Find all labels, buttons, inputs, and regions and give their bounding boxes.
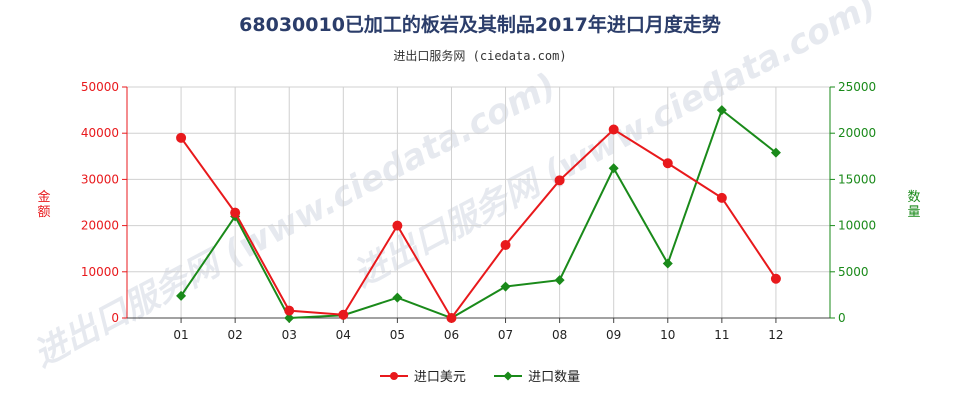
data-point-quantity bbox=[662, 258, 673, 269]
data-point-quantity bbox=[770, 147, 781, 158]
data-point-amount bbox=[284, 305, 295, 316]
left-axis-label: 金额 bbox=[37, 190, 51, 220]
series-line-quantity bbox=[180, 108, 777, 320]
right-tick-label: 25000 bbox=[838, 80, 876, 94]
left-tick-label: 30000 bbox=[81, 172, 119, 186]
data-point-amount bbox=[176, 132, 187, 143]
data-point-quantity bbox=[608, 163, 619, 174]
data-point-amount bbox=[662, 158, 673, 169]
x-tick-label: 04 bbox=[336, 328, 351, 342]
x-tick-label: 10 bbox=[660, 328, 675, 342]
axes: 0 10000 20000 30000 40000 50000 0 5000 10000 1500… bbox=[81, 80, 876, 342]
data-point-amount bbox=[608, 124, 619, 135]
x-tick-label: 07 bbox=[498, 328, 513, 342]
left-tick-label: 0 bbox=[111, 311, 119, 325]
data-point-amount bbox=[500, 240, 511, 251]
right-tick-label: 15000 bbox=[838, 172, 876, 186]
left-tick-label: 10000 bbox=[81, 265, 119, 279]
chart-subtitle: 进出口服务网 (ciedata.com) bbox=[393, 49, 567, 63]
legend-item-amount[interactable]: 进口美元 bbox=[379, 366, 466, 385]
x-tick-label: 09 bbox=[606, 328, 621, 342]
data-point-amount bbox=[554, 175, 565, 186]
x-tick-label: 11 bbox=[714, 328, 729, 342]
right-tick-label: 10000 bbox=[838, 219, 876, 233]
data-point-quantity bbox=[500, 281, 511, 292]
left-tick-label: 50000 bbox=[81, 80, 119, 94]
data-point-quantity bbox=[716, 105, 727, 116]
x-tick-label: 01 bbox=[173, 328, 188, 342]
chart-title: 68030010已加工的板岩及其制品2017年进口月度走势 bbox=[239, 14, 721, 36]
legend-line-circle-icon bbox=[379, 370, 408, 382]
right-tick-label: 0 bbox=[838, 311, 846, 325]
left-tick-label: 40000 bbox=[81, 126, 119, 140]
right-tick-label: 20000 bbox=[838, 126, 876, 140]
data-point-quantity bbox=[554, 275, 565, 286]
legend-label-quantity: 进口数量 bbox=[528, 370, 581, 385]
data-point-amount bbox=[770, 273, 781, 284]
data-point-amount bbox=[716, 192, 727, 203]
series-layer bbox=[176, 105, 781, 323]
data-point-amount bbox=[392, 220, 403, 231]
legend-line-diamond-icon bbox=[494, 370, 523, 382]
data-point-amount bbox=[446, 313, 457, 323]
data-point-quantity bbox=[284, 313, 295, 323]
x-tick-label: 02 bbox=[228, 328, 243, 342]
data-point-quantity bbox=[176, 290, 187, 301]
x-tick-label: 12 bbox=[768, 328, 783, 342]
data-point-amount bbox=[338, 309, 349, 320]
series-line-amount bbox=[180, 128, 777, 320]
legend-item-quantity[interactable]: 进口数量 bbox=[494, 366, 580, 385]
left-tick-label: 20000 bbox=[81, 219, 119, 233]
data-point-quantity bbox=[392, 292, 403, 303]
x-tick-label: 06 bbox=[444, 328, 459, 342]
right-axis-label: 数量 bbox=[907, 190, 921, 220]
x-tick-label: 03 bbox=[282, 328, 297, 342]
legend-label-amount: 进口美元 bbox=[413, 370, 466, 385]
data-point-amount bbox=[230, 207, 241, 218]
legend: 进口美元 进口数量 bbox=[0, 366, 960, 386]
x-tick-label: 05 bbox=[390, 328, 405, 342]
x-tick-label: 08 bbox=[552, 328, 567, 342]
right-tick-label: 5000 bbox=[838, 265, 869, 279]
